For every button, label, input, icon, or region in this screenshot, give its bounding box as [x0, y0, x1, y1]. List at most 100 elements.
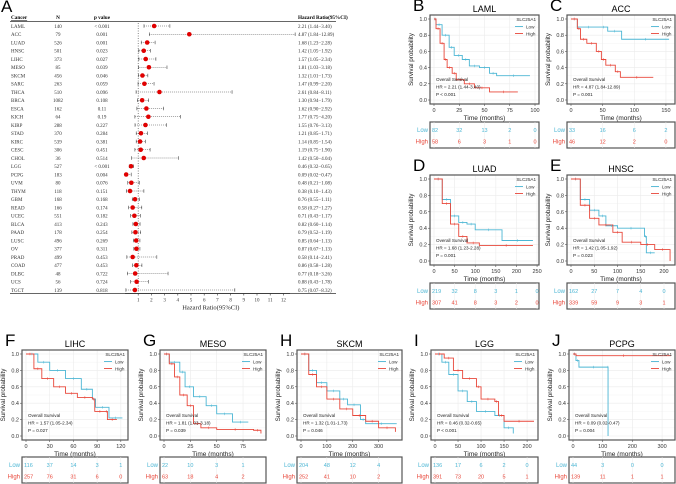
y-tick-label: 0.4 [420, 401, 428, 407]
row-p-value: 0.023 [96, 50, 108, 55]
risk-count-low: 3 [215, 463, 218, 469]
legend-high-label: High [253, 366, 263, 371]
risk-count-high: 31 [70, 475, 76, 481]
risk-table: Low High 116 257 37 76 14 31 3 6 1 0 [8, 456, 129, 484]
curve-high [301, 353, 396, 432]
x-tick-label: 100 [530, 108, 539, 114]
risk-count-high: 63 [162, 475, 168, 481]
x-tick-label: 9 [243, 299, 246, 304]
panel-title: HNSC [608, 164, 634, 174]
risk-count-high: 0 [536, 301, 539, 307]
y-tick-label: 1.0 [149, 352, 157, 358]
x-tick-label: 5 [190, 299, 193, 304]
legend-title: SLC25A1 [515, 352, 535, 357]
annotation-title: Overall Survival [573, 77, 605, 82]
x-tick-label: 25 [456, 108, 462, 114]
x-tick-label: 8 [229, 299, 232, 304]
x-tick-label: 50 [591, 269, 597, 275]
legend-low-label: Low [526, 24, 535, 29]
plot-frame [566, 14, 676, 105]
x-tick-label: 0 [299, 444, 302, 450]
row-hr-ci: 0.46 (0.32−0.65) [298, 165, 332, 170]
row-p-value: 0.19 [98, 116, 107, 121]
row-n: 370 [54, 132, 62, 137]
x-tick-label: 300 [657, 444, 666, 450]
hr-point [143, 56, 149, 62]
forest-row: STAD 370 0.284 1.21 (0.85−1.71) [11, 130, 332, 137]
x-tick-label: 150 [636, 269, 645, 275]
row-p-value: 0.243 [96, 223, 108, 228]
y-tick-label: 0.2 [420, 418, 428, 424]
row-hr-ci: 0.58 (0.14−2.41) [298, 256, 332, 261]
hr-point [146, 114, 151, 120]
risk-count-high: 391 [433, 475, 442, 481]
panel-title: LGG [475, 339, 494, 349]
row-cancer: PCPG [11, 173, 24, 178]
row-n: 510 [54, 91, 62, 96]
y-tick-label: 0.2 [149, 418, 157, 424]
row-p-value: 0.151 [96, 190, 108, 195]
row-n: 85 [56, 66, 62, 71]
row-n: 499 [54, 256, 62, 261]
y-tick-label: 0.2 [556, 243, 564, 249]
curve-high [434, 18, 518, 93]
risk-count-high: 41 [452, 301, 458, 307]
header-n: N [56, 15, 60, 21]
row-p-value: 0.096 [96, 91, 108, 96]
x-tick-label: 11 [268, 299, 273, 304]
row-hr-ci: 0.88 (0.43−1.78) [298, 281, 332, 286]
forest-row: SARC 263 0.059 1.47 (0.99−2.20) [11, 81, 332, 88]
panel-letter: F [5, 331, 15, 350]
y-tick-label: 0.6 [420, 385, 428, 391]
y-tick-label: 1.0 [419, 177, 427, 183]
risk-count-high: 6 [458, 140, 461, 146]
hr-point [144, 40, 150, 45]
row-n: 377 [54, 248, 62, 253]
forest-row: UVM 80 0.076 0.48 (0.21−1.08) [11, 180, 332, 187]
row-p-value: 0.001 [96, 41, 108, 46]
row-hr-ci: 0.77 (0.18−3.26) [298, 272, 332, 277]
risk-count-high: 8 [474, 301, 477, 307]
risk-count-low: 0 [536, 289, 539, 295]
p-value-text: P = 0.039 [166, 428, 186, 433]
hr-point [146, 64, 152, 70]
row-p-value: 0.076 [96, 182, 108, 187]
header-hazard-ratio: Hazard Ratio(95%CI) [298, 14, 348, 21]
y-tick-label: 0.4 [149, 401, 157, 407]
forest-row: PRAD 499 0.453 0.58 (0.14−2.41) [11, 254, 332, 261]
y-tick-label: 0.4 [11, 401, 19, 407]
x-tick-label: 12 [281, 299, 287, 304]
row-cancer: THYM [11, 190, 26, 195]
x-tick-label: 200 [512, 269, 521, 275]
legend-low-label: Low [253, 359, 262, 364]
x-tick-label: 0 [569, 108, 572, 114]
row-n: 263 [54, 83, 62, 88]
risk-count-low: 32 [452, 289, 458, 295]
risk-count-low: 0 [533, 128, 536, 134]
x-axis-title: Time (months) [464, 451, 506, 458]
legend-high-label: High [115, 366, 125, 371]
row-n: 48 [56, 272, 62, 277]
x-tick-label: 50 [214, 444, 220, 450]
hr-point [123, 172, 129, 177]
row-n: 79 [56, 33, 62, 38]
risk-table-frame [429, 282, 540, 310]
km-panel-acc: C ACC 0.0 0.2 0.4 0.6 0.8 1.0 0 50 100 150 Time (mon… [545, 0, 676, 149]
y-tick-label: 0.4 [286, 401, 294, 407]
y-tick-label: 0.6 [419, 210, 427, 216]
legend-title: SLC25A1 [652, 177, 672, 182]
hazard-ratio-text: HR = 1.32 (1.01-1.73) [303, 421, 348, 426]
legend-low-label: Low [662, 184, 671, 189]
risk-count-high: 5 [503, 475, 506, 481]
y-tick-label: 1.0 [419, 17, 427, 23]
row-hr-ci: 1.57 (1.05−2.34) [298, 58, 332, 63]
forest-row: KICH 64 0.19 1.77 (0.75−4.20) [11, 114, 332, 121]
risk-count-low: 44 [571, 463, 577, 469]
row-cancer: DLBC [11, 272, 25, 277]
row-n: 140 [54, 25, 62, 30]
row-n: 501 [54, 50, 62, 55]
hr-point [133, 221, 139, 227]
risk-table-frame [566, 121, 676, 149]
annotation-title: Overall Survival [436, 238, 468, 243]
legend-low-label: Low [389, 359, 398, 364]
